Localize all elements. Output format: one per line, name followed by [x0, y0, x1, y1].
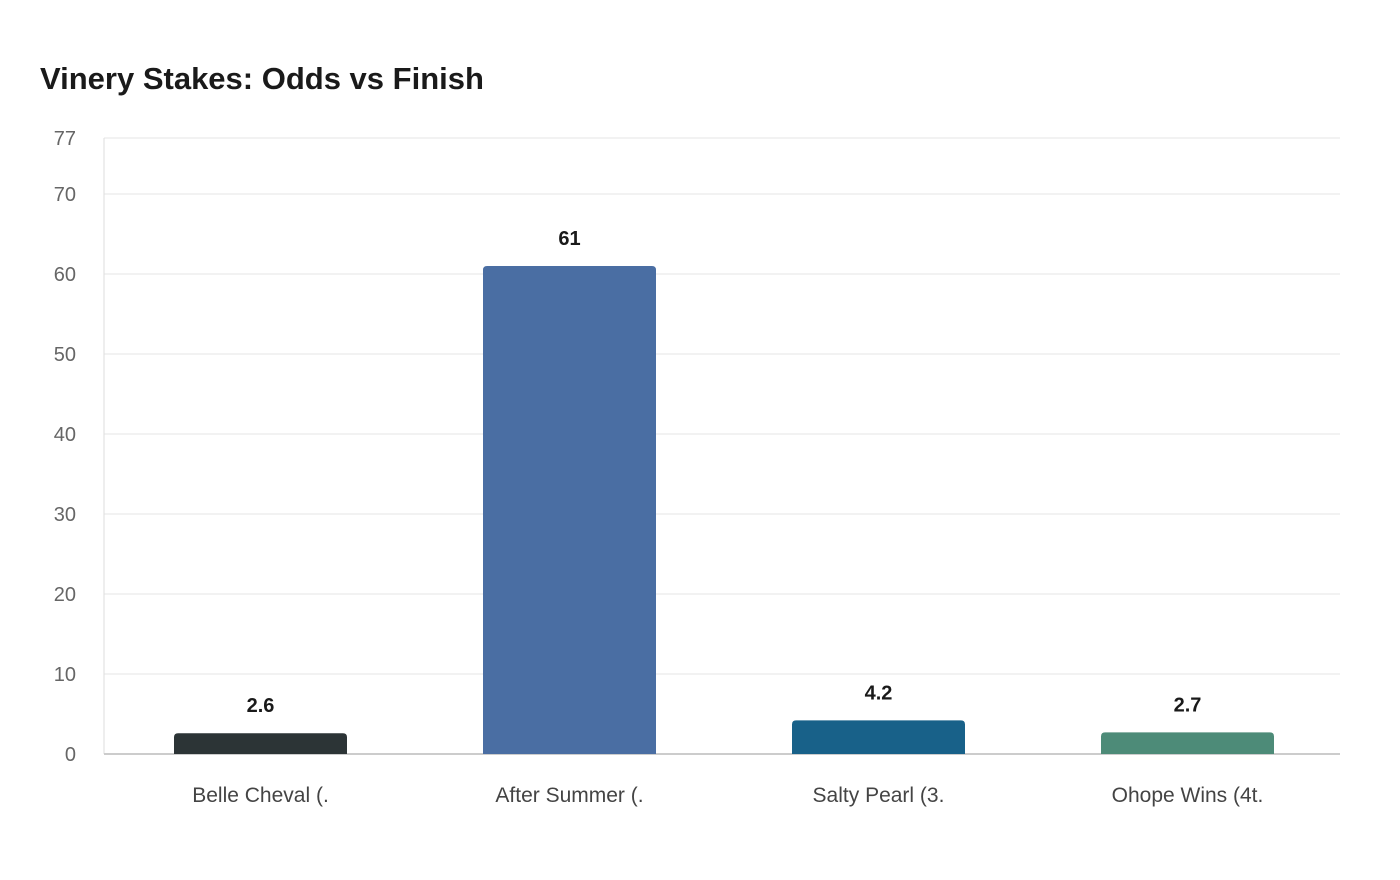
bar-2[interactable] — [483, 266, 656, 754]
y-tick-label: 50 — [54, 344, 76, 366]
value-label-1: 2.6 — [247, 695, 275, 717]
bar-4[interactable] — [1101, 732, 1274, 754]
category-labels: Belle Cheval (. After Summer (. Salty Pear… — [192, 784, 1263, 807]
value-labels: 2.6 61 4.2 2.7 — [247, 228, 1202, 717]
y-tick-label: 20 — [54, 584, 76, 606]
bar-3[interactable] — [792, 720, 965, 754]
y-tick-labels: 0 10 20 30 40 50 60 70 77 — [54, 128, 76, 766]
y-tick-label: 30 — [54, 504, 76, 526]
value-label-2: 61 — [558, 228, 580, 250]
y-tick-label: 10 — [54, 664, 76, 686]
value-label-3: 4.2 — [865, 682, 893, 704]
y-tick-label: 0 — [65, 744, 76, 766]
category-label-4: Ohope Wins (4t. — [1112, 784, 1264, 807]
y-tick-label: 70 — [54, 184, 76, 206]
y-tick-label: 60 — [54, 264, 76, 286]
y-tick-label: 77 — [54, 128, 76, 150]
value-label-4: 2.7 — [1174, 694, 1202, 716]
category-label-2: After Summer (. — [495, 784, 643, 807]
gridlines — [104, 137, 1340, 675]
bars — [174, 266, 1274, 754]
chart-title: Vinery Stakes: Odds vs Finish — [40, 61, 484, 96]
y-tick-label: 40 — [54, 424, 76, 446]
category-label-3: Salty Pearl (3. — [813, 784, 945, 807]
category-label-1: Belle Cheval (. — [192, 784, 329, 807]
bar-1[interactable] — [174, 733, 347, 754]
axes — [103, 138, 1340, 755]
